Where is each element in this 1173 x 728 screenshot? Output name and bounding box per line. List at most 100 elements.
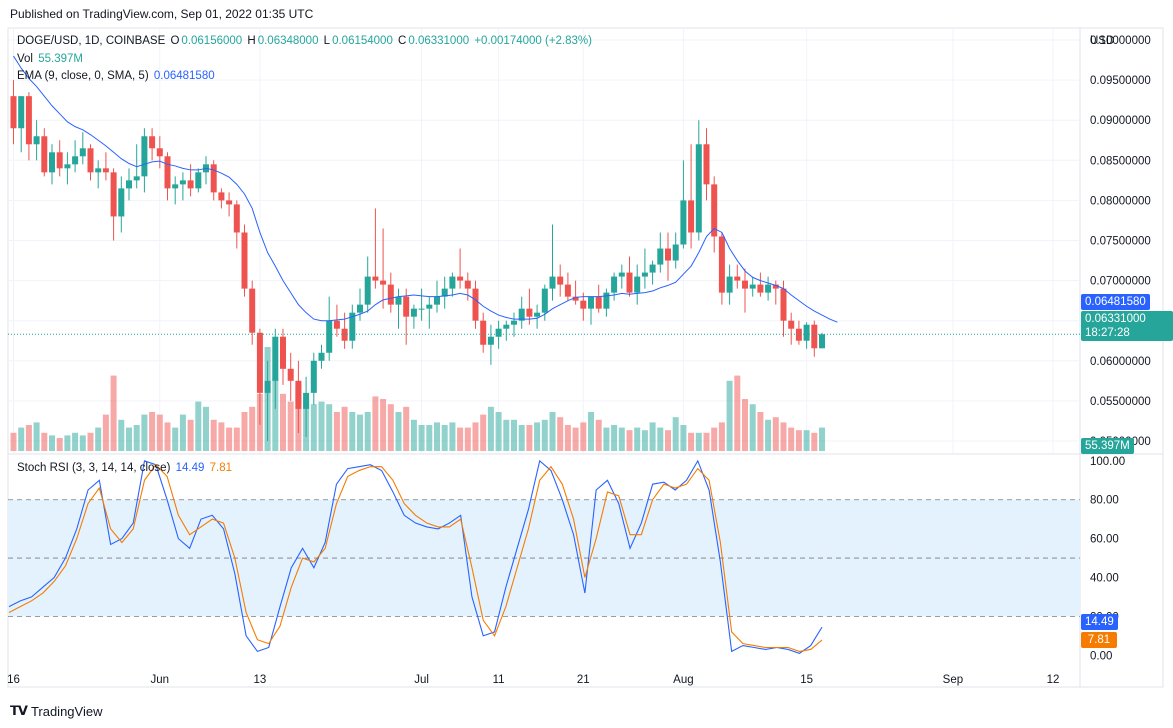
candle-body [164,156,171,189]
candle [680,160,687,249]
candle-body [441,288,448,297]
volume-bars [10,347,825,451]
volume-bar [518,425,525,451]
candle-body [303,392,310,409]
high-value: 0.06348000 [257,35,319,47]
candle [765,276,772,301]
candle-body [410,308,417,317]
candle-body [634,276,641,293]
candle-body [534,312,541,317]
candle [410,304,417,329]
volume-bar [187,419,194,451]
candle-body [780,288,787,321]
candle [811,320,818,357]
time-tick-label: Sep [943,674,963,686]
volume-bar [703,432,710,451]
volume-bar [326,404,333,451]
candle-body [765,284,772,293]
candle [79,132,86,165]
volume-bar [611,425,618,451]
price-tick-label: 0.10000000 [1090,35,1151,47]
candle [310,352,317,405]
volume-bar [210,419,217,451]
candle [749,276,756,297]
ema-price-pill: 0.06481580 [1081,294,1150,310]
volume-bar [795,430,802,451]
candle [688,144,695,249]
candle [511,312,517,337]
published-caption: Published on TradingView.com, Sep 01, 20… [10,7,314,21]
candle [303,376,310,437]
candle-body [403,296,410,317]
candle-body [79,148,86,157]
candle-body [25,96,32,145]
candle-body [264,380,271,393]
stoch-d-line [8,463,823,652]
volume-bar [749,404,756,451]
candle [280,328,286,385]
candle-body [657,248,664,265]
volume-bar [118,419,125,451]
candle-body [603,292,610,309]
volume-bar [195,401,202,451]
candle [803,322,810,349]
volume-bar [364,412,371,451]
candle-body [695,144,702,233]
volume-bar [588,412,594,451]
candle-body [449,276,456,289]
candle-body [819,334,825,349]
candle [210,160,217,201]
candle-body [457,276,464,281]
volume-bar [410,419,417,451]
volume-bar [203,406,209,451]
candle [780,280,787,337]
candle-body [595,296,602,309]
volume-bar [426,425,433,451]
candle [772,280,779,305]
candle [295,360,302,433]
candle-body [426,304,433,309]
candle [233,200,240,249]
close-value: 0.06331000 [408,35,470,47]
volume-bar [742,399,748,451]
candle [480,312,487,353]
candle [195,168,202,193]
candle [172,176,179,205]
last-price-pill: 0.06331000 18:27:28 [1081,311,1173,341]
candle-body [56,152,63,169]
candle [611,272,618,301]
volume-bar [688,432,695,451]
volume-bar [534,422,541,451]
volume-bar [765,419,772,451]
tradingview-brand[interactable]: 𝗧𝗩 TradingView [10,703,102,719]
candle [241,224,248,297]
candle-body [734,276,741,281]
candle [734,264,741,289]
price-axis: 0.10000000 0.09500000 0.09000000 0.08500000… [1090,35,1151,448]
stoch-tick-label: 40.00 [1090,573,1119,585]
candle-body [364,276,371,305]
candle [449,272,456,297]
price-tick-label: 0.08500000 [1090,155,1151,167]
candlestick-series [8,80,1080,441]
candle-body [641,272,648,277]
candle [534,304,541,329]
candle [595,284,602,313]
candle [164,152,171,201]
volume-bar [272,378,279,451]
candle [718,232,725,305]
candle-body [226,200,233,205]
volume-bar [564,425,571,451]
candle-body [480,320,487,345]
stoch-d-value: 7.81 [209,462,232,474]
candle-body [503,324,510,329]
volume-bar [172,427,179,451]
candle-body [64,164,71,169]
candle-body [187,180,194,189]
volume-bar [249,406,256,451]
volume-bar [634,427,641,451]
candle-body [141,136,148,177]
candle-body [672,244,679,261]
volume-bar [72,432,79,451]
